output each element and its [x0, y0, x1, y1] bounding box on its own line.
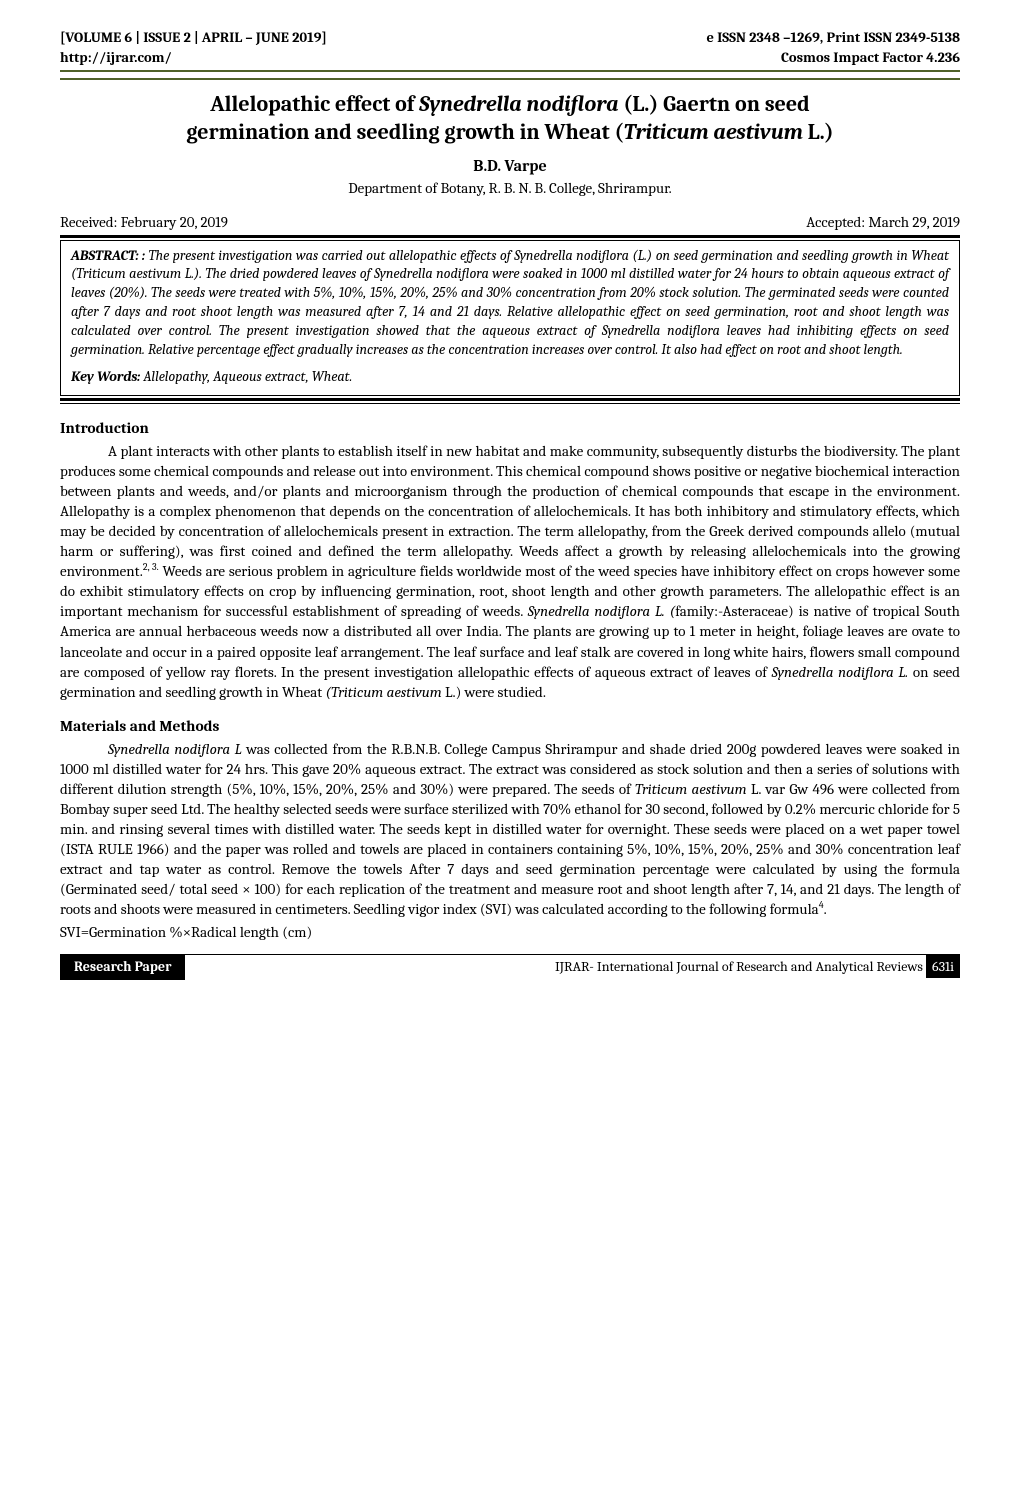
intro-text-e: L.) were studied.	[445, 683, 546, 701]
title-part-1b: (L.) Gaertn on seed	[619, 91, 810, 117]
mm-ital-1: Synedrella nodiflora L	[108, 740, 242, 758]
abstract-label: ABSTRACT: :	[71, 247, 145, 264]
abstract-rule-top	[60, 235, 960, 238]
materials-methods-heading: Materials and Methods	[60, 716, 960, 737]
svi-formula: SVI=Germination %×Radical length (cm)	[60, 922, 960, 942]
intro-ital-3: (Triticum aestivum	[325, 683, 445, 701]
header-left-top: [VOLUME 6 | ISSUE 2 | APRIL – JUNE 2019]	[60, 28, 327, 48]
keywords-paragraph: Key Words: Allelopathy, Aqueous extract,…	[71, 368, 949, 387]
introduction-paragraph: A plant interacts with other plants to e…	[60, 441, 960, 702]
title-part-2a: germination and seedling growth in Wheat…	[186, 119, 623, 145]
title-part-1: Allelopathic effect of	[210, 91, 419, 117]
title-part-2b: L.)	[803, 119, 834, 145]
running-header-bottom: http://ijrar.com/ Cosmos Impact Factor 4…	[60, 48, 960, 68]
author-name: B.D. Varpe	[60, 156, 960, 178]
title-ital-2: Triticum aestivum	[624, 119, 803, 145]
title-ital-1: Synedrella nodiflora	[419, 91, 619, 117]
header-rule-thick	[60, 70, 960, 72]
accepted-date: Accepted: March 29, 2019	[806, 212, 960, 232]
paper-title: Allelopathic effect of Synedrella nodifl…	[60, 90, 960, 146]
abstract-rule-bottom	[60, 398, 960, 401]
mm-text-b: L. var Gw 496 were collected from Bombay…	[60, 780, 960, 919]
abstract-box: ABSTRACT: : The present investigation wa…	[60, 240, 960, 396]
dates-row: Received: February 20, 2019 Accepted: Ma…	[60, 212, 960, 232]
footer-journal: IJRAR- International Journal of Research…	[555, 958, 923, 975]
intro-text-a: A plant interacts with other plants to e…	[60, 442, 960, 581]
intro-citation-sup: 2, 3.	[143, 561, 159, 573]
footer-right: IJRAR- International Journal of Research…	[555, 958, 960, 977]
header-left-bottom: http://ijrar.com/	[60, 48, 172, 68]
abstract-text: The present investigation was carried ou…	[71, 247, 949, 358]
footer-page-number: 631i	[926, 955, 960, 978]
author-affiliation: Department of Botany, R. B. N. B. Colleg…	[60, 178, 960, 198]
abstract-rule-bottom-thin	[60, 403, 960, 404]
mm-tail: .	[824, 900, 827, 918]
intro-ital-2: Synedrella nodiflora L.	[772, 663, 909, 681]
running-header-top: [VOLUME 6 | ISSUE 2 | APRIL – JUNE 2019]…	[60, 28, 960, 48]
mm-ital-2: Triticum aestivum	[635, 780, 747, 798]
header-right-top: e ISSN 2348 –1269, Print ISSN 2349-5138	[706, 28, 960, 48]
header-rule-thin	[60, 78, 960, 80]
footer-label-research-paper: Research Paper	[60, 955, 185, 980]
header-right-bottom: Cosmos Impact Factor 4.236	[781, 48, 960, 68]
received-date: Received: February 20, 2019	[60, 212, 228, 232]
introduction-heading: Introduction	[60, 418, 960, 439]
page-footer: Research Paper IJRAR- International Jour…	[60, 954, 960, 980]
intro-ital-1: Synedrella nodiflora L. (	[528, 602, 675, 620]
keywords-text: Allelopathy, Aqueous extract, Wheat.	[140, 368, 352, 385]
keywords-label: Key Words:	[71, 368, 140, 385]
materials-methods-paragraph: Synedrella nodiflora L was collected fro…	[60, 739, 960, 920]
abstract-paragraph: ABSTRACT: : The present investigation wa…	[71, 247, 949, 360]
